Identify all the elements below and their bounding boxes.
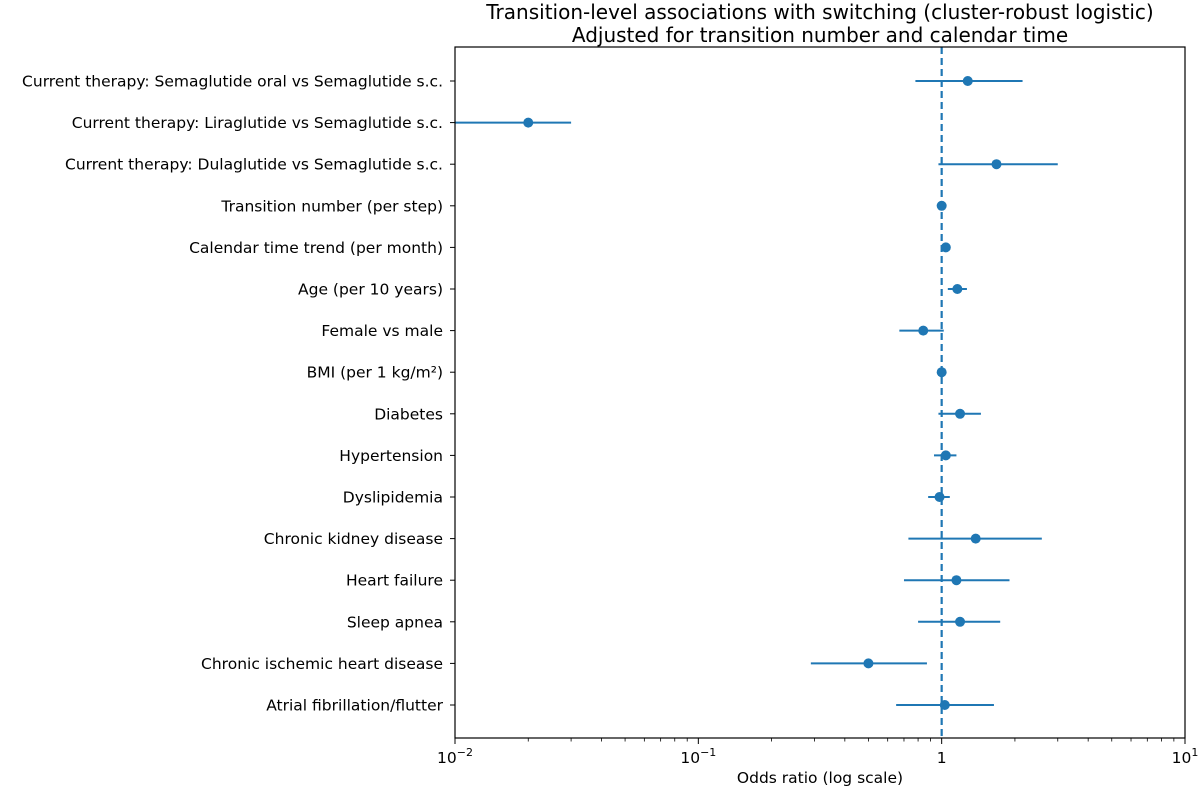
row-label: Hypertension <box>339 447 443 465</box>
x-tick-label: 101 <box>1172 746 1199 767</box>
point-estimate <box>939 700 950 710</box>
row-label: Atrial fibrillation/flutter <box>266 697 443 715</box>
row-label: Female vs male <box>321 322 443 340</box>
row-label: Dyslipidemia <box>343 489 443 507</box>
row-label: Heart failure <box>346 572 443 590</box>
chart-subtitle: Adjusted for transition number and calen… <box>572 23 1068 47</box>
plot-area: Current therapy: Semaglutide oral vs Sem… <box>22 46 1199 767</box>
point-estimate <box>962 76 973 86</box>
chart-title: Transition-level associations with switc… <box>485 0 1153 24</box>
point-estimate <box>952 284 963 294</box>
point-estimate <box>863 658 874 669</box>
point-estimate <box>523 117 534 128</box>
row-label: Current therapy: Semaglutide oral vs Sem… <box>22 73 443 91</box>
point-estimate <box>918 325 929 336</box>
point-estimate <box>951 575 962 586</box>
row-label: Chronic kidney disease <box>264 530 443 548</box>
point-estimate <box>991 159 1002 170</box>
row-label: Calendar time trend (per month) <box>189 239 443 257</box>
row-label: Transition number (per step) <box>220 197 443 215</box>
x-tick-label: 1 <box>937 749 947 767</box>
x-tick-label: 10−1 <box>680 746 716 767</box>
point-estimate <box>970 533 981 544</box>
row-label: Chronic ischemic heart disease <box>201 655 443 673</box>
row-label: Sleep apnea <box>347 613 443 631</box>
x-axis-label: Odds ratio (log scale) <box>737 769 903 787</box>
point-estimate <box>936 200 947 211</box>
point-estimate <box>955 616 966 627</box>
plot-frame <box>454 46 1186 739</box>
point-estimate <box>955 408 966 419</box>
row-label: BMI (per 1 kg/m²) <box>307 364 443 382</box>
point-estimate <box>940 242 951 253</box>
point-estimate <box>936 367 947 378</box>
x-tick-label: 10−2 <box>437 746 473 767</box>
point-estimate <box>934 492 945 502</box>
row-label: Current therapy: Dulaglutide vs Semaglut… <box>65 156 443 174</box>
row-label: Diabetes <box>374 405 443 423</box>
row-label: Current therapy: Liraglutide vs Semaglut… <box>72 114 443 132</box>
point-estimate <box>940 450 951 461</box>
row-label: Age (per 10 years) <box>298 281 443 299</box>
